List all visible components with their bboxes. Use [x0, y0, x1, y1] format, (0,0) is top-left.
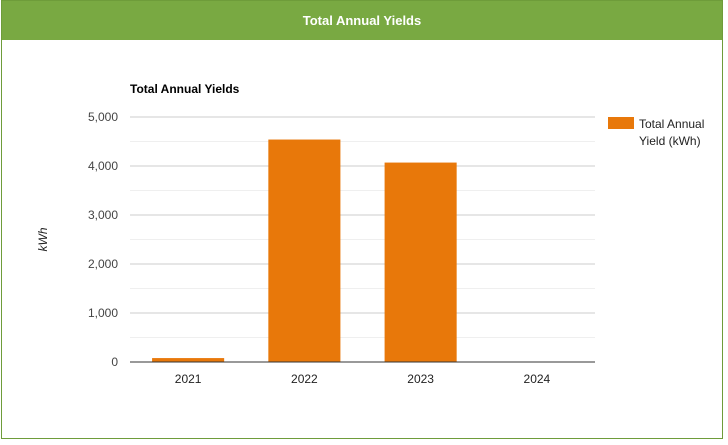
y-tick-label: 2,000 — [88, 257, 118, 271]
x-tick-label: 2024 — [524, 372, 551, 386]
chart-legend: Total Annual Yield (kWh) — [608, 116, 723, 150]
panel-header-title: Total Annual Yields — [302, 13, 422, 28]
legend-label: Total Annual Yield (kWh) — [639, 117, 705, 148]
y-tick-label: 5,000 — [88, 110, 118, 124]
bar-2023 — [384, 162, 457, 362]
y-tick-label: 3,000 — [88, 208, 118, 222]
y-tick-label: 4,000 — [88, 159, 118, 173]
y-axis-title: kWh — [36, 227, 50, 251]
x-tick-label: 2022 — [291, 372, 318, 386]
bar-2021 — [152, 358, 225, 362]
x-tick-label: 2021 — [175, 372, 202, 386]
chart-title: Total Annual Yields — [130, 82, 240, 96]
y-tick-label: 0 — [111, 355, 118, 369]
legend-swatch — [608, 117, 634, 129]
x-tick-label: 2023 — [407, 372, 434, 386]
chart-panel: Total Annual Yields — [1, 0, 723, 439]
panel-header: Total Annual Yields — [2, 1, 722, 40]
y-tick-label: 1,000 — [88, 306, 118, 320]
bar-2022 — [268, 139, 341, 362]
